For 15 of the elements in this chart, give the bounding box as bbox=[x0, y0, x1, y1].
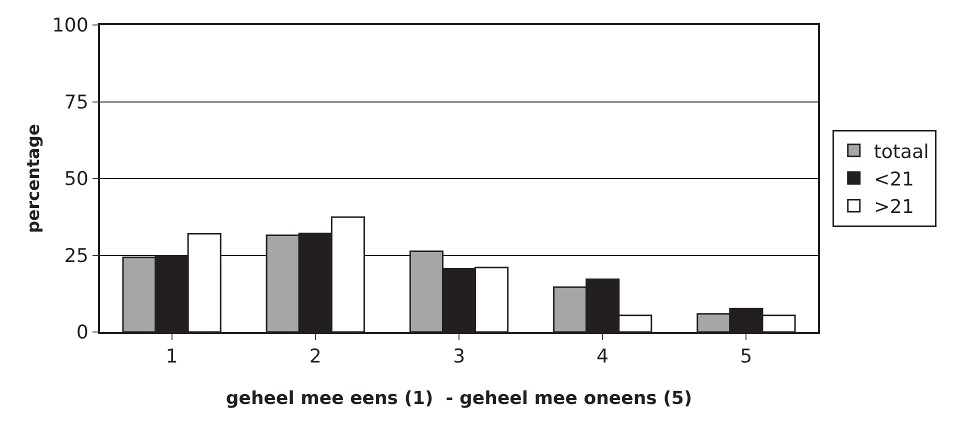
y-tick-label: 25 bbox=[64, 244, 88, 267]
x-tick-label: 2 bbox=[309, 346, 322, 368]
y-tick-label: 50 bbox=[64, 168, 88, 190]
y-tick-label: 100 bbox=[52, 14, 88, 37]
y-axis-title: percentage bbox=[24, 124, 44, 234]
x-tick-label: 5 bbox=[740, 346, 752, 368]
x-tick-label: 1 bbox=[166, 346, 178, 368]
legend-label: >21 bbox=[874, 196, 914, 218]
x-tick-label: 3 bbox=[452, 346, 466, 368]
legend-label: <21 bbox=[874, 168, 914, 190]
y-tick-label: 75 bbox=[64, 91, 88, 114]
x-tick-label: 4 bbox=[596, 346, 609, 368]
legend-label: totaal bbox=[874, 140, 929, 163]
y-tick-label: 0 bbox=[76, 322, 88, 344]
x-axis-title: geheel mee eens (1) - geheel mee oneens (5) bbox=[226, 388, 692, 410]
